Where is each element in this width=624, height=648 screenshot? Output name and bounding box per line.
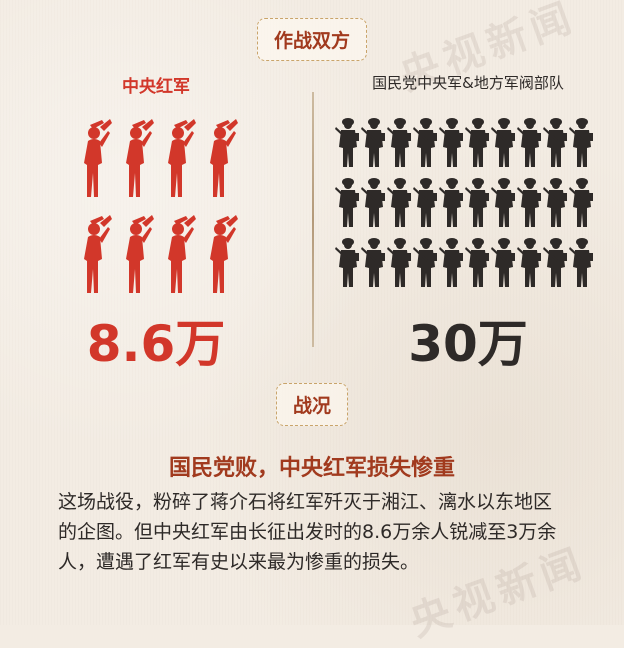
section-label-result: 战况	[276, 383, 348, 426]
rifleman-icon	[465, 113, 491, 169]
kmt-forces-strength: 30万	[312, 304, 624, 376]
rifleman-icon	[387, 233, 413, 289]
rifleman-icon	[335, 233, 361, 289]
rifleman-icon	[465, 233, 491, 289]
kmt-army-icons	[335, 113, 600, 289]
rifleman-icon	[387, 173, 413, 229]
bugler-icon	[206, 117, 240, 201]
rifleman-icon	[439, 173, 465, 229]
result-body: 这场战役，粉碎了蒋介石将红军歼灭于湘江、漓水以东地区的企图。但中央红军由长征出发…	[58, 487, 570, 577]
rifleman-icon	[543, 113, 569, 169]
red-army-icons	[80, 117, 245, 297]
bugler-icon	[164, 117, 198, 201]
rifleman-icon	[413, 113, 439, 169]
bugler-icon	[206, 213, 240, 297]
rifleman-icon	[491, 173, 517, 229]
rifleman-icon	[413, 173, 439, 229]
rifleman-icon	[361, 233, 387, 289]
kmt-forces-title: 国民党中央军&地方军阀部队	[312, 72, 624, 93]
section-label-combatants: 作战双方	[257, 18, 367, 61]
rifleman-icon	[335, 113, 361, 169]
rifleman-icon	[465, 173, 491, 229]
rifleman-icon	[361, 173, 387, 229]
bugler-icon	[80, 117, 114, 201]
bugler-icon	[122, 117, 156, 201]
rifleman-icon	[543, 173, 569, 229]
rifleman-icon	[439, 113, 465, 169]
rifleman-icon	[517, 173, 543, 229]
rifleman-icon	[491, 113, 517, 169]
rifleman-icon	[543, 233, 569, 289]
rifleman-icon	[335, 173, 361, 229]
red-army-strength: 8.6万	[0, 304, 312, 376]
rifleman-icon	[387, 113, 413, 169]
rifleman-icon	[569, 173, 595, 229]
rifleman-icon	[569, 233, 595, 289]
rifleman-icon	[439, 233, 465, 289]
rifleman-icon	[569, 113, 595, 169]
rifleman-icon	[517, 233, 543, 289]
bugler-icon	[122, 213, 156, 297]
red-army-title: 中央红军	[0, 72, 312, 97]
rifleman-icon	[491, 233, 517, 289]
result-headline: 国民党败，中央红军损失惨重	[0, 450, 624, 482]
rifleman-icon	[361, 113, 387, 169]
bugler-icon	[164, 213, 198, 297]
rifleman-icon	[413, 233, 439, 289]
rifleman-icon	[517, 113, 543, 169]
bugler-icon	[80, 213, 114, 297]
